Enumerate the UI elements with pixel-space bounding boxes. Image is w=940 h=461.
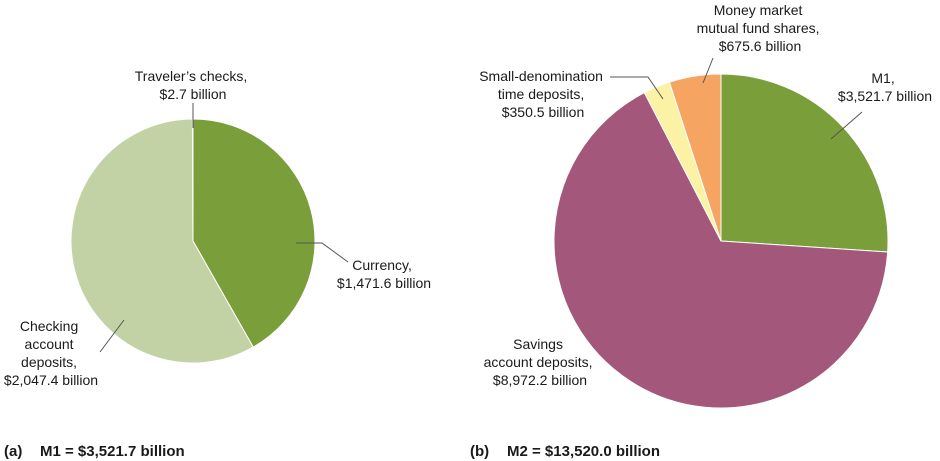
pie-slice-travelers bbox=[191, 118, 194, 242]
caption-a-prefix: (a) bbox=[4, 443, 22, 460]
currency-leader-line bbox=[296, 242, 349, 263]
savings-label: Savings account deposits, $8,972.2 billi… bbox=[484, 336, 597, 388]
checking-leader-line bbox=[99, 319, 125, 353]
pie-slice-currency bbox=[192, 118, 316, 348]
caption-b-prefix: (b) bbox=[470, 443, 489, 460]
small-time-leader-line bbox=[610, 76, 664, 100]
m2-pie-chart bbox=[553, 73, 889, 409]
checking-label: Checking account deposits, $2,047.4 bill… bbox=[4, 318, 98, 388]
caption-a: M1 = $3,521.7 billion bbox=[40, 443, 185, 460]
small-time-label: Small-denomination time deposits, $350.5… bbox=[479, 68, 607, 120]
pie-slice-savings bbox=[553, 91, 889, 409]
caption-b: M2 = $13,520.0 billion bbox=[507, 443, 660, 460]
money-market-leader-line bbox=[702, 57, 714, 84]
travelers-label: Traveler’s checks, $2.7 billion bbox=[135, 68, 251, 102]
money-market-label: Money market mutual fund shares, $675.6 … bbox=[697, 2, 824, 54]
pie-slice-money_market bbox=[668, 73, 722, 242]
m1-pie-chart bbox=[70, 118, 316, 364]
pie-slice-checking bbox=[70, 118, 254, 364]
pie-slice-m1 bbox=[720, 73, 889, 253]
currency-label: Currency, $1,471.6 billion bbox=[337, 257, 431, 291]
m1-label: M1, $3,521.7 billion bbox=[838, 70, 932, 104]
m1-leader-line bbox=[830, 111, 863, 140]
